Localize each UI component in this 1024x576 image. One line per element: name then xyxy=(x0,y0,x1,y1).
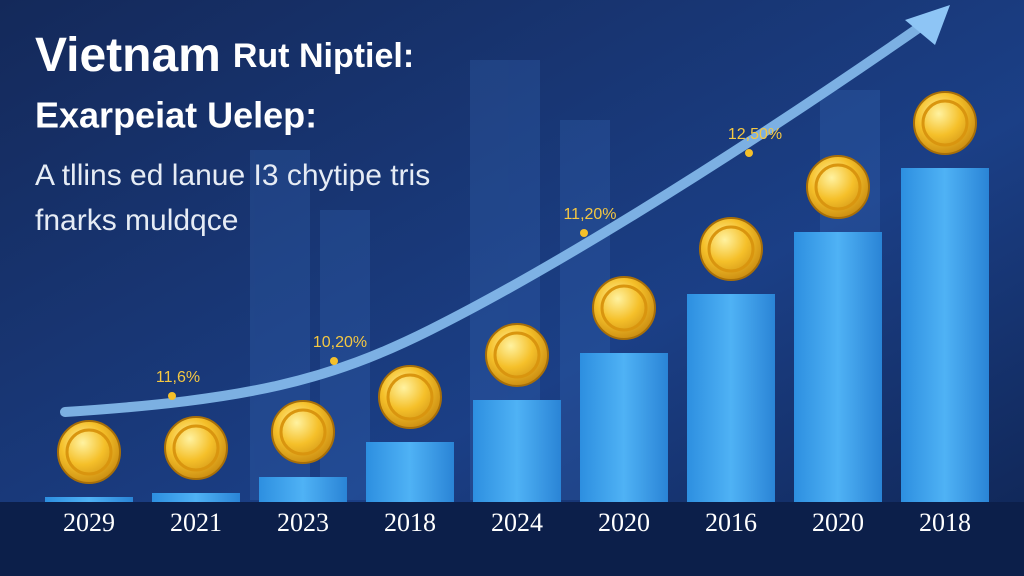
bar xyxy=(152,493,240,502)
coin-inner xyxy=(493,331,541,379)
x-tick-label: 2018 xyxy=(919,508,971,537)
x-tick-label: 2020 xyxy=(812,508,864,537)
x-tick-label: 2029 xyxy=(63,508,115,537)
bar xyxy=(259,477,347,502)
coin-inner xyxy=(279,408,327,456)
x-tick-label: 2016 xyxy=(705,508,757,537)
subtitle: Exarpeiat Uelep: xyxy=(35,95,317,136)
bar xyxy=(794,232,882,502)
description: fnarks muldqce xyxy=(35,204,238,237)
coin-inner xyxy=(172,424,220,472)
chart-title: Vietnam Rut Niptiel: xyxy=(35,29,414,82)
annotation: 12,50% xyxy=(728,126,782,143)
x-tick-label: 2024 xyxy=(491,508,543,537)
annotation-dot xyxy=(168,392,176,400)
coin-inner xyxy=(814,163,862,211)
coin-inner xyxy=(921,99,969,147)
coin-inner xyxy=(386,373,434,421)
coin-inner xyxy=(65,428,113,476)
annotation: 11,6% xyxy=(156,369,200,386)
description: A tllins ed lanue I3 chytipe tris xyxy=(35,159,430,192)
annotation-dot xyxy=(580,229,588,237)
floor xyxy=(0,502,1024,576)
bar xyxy=(366,442,454,502)
x-tick-label: 2018 xyxy=(384,508,436,537)
bar xyxy=(687,294,775,502)
trend-arrow xyxy=(60,15,935,417)
arrow-head xyxy=(905,5,950,45)
coin-inner xyxy=(600,284,648,332)
annotation: 11,20% xyxy=(563,206,616,223)
bar xyxy=(580,353,668,502)
annotation: 10,20% xyxy=(313,334,367,351)
annotation-dot xyxy=(745,149,753,157)
bar xyxy=(901,168,989,502)
coin-inner xyxy=(707,225,755,273)
x-tick-label: 2021 xyxy=(170,508,222,537)
title-rest: Rut Niptiel: xyxy=(233,37,414,75)
x-tick-label: 2020 xyxy=(598,508,650,537)
annotation-dot xyxy=(330,357,338,365)
bar xyxy=(45,497,133,502)
title-lead: Vietnam xyxy=(35,29,221,82)
x-tick-label: 2023 xyxy=(277,508,329,537)
bar xyxy=(473,400,561,502)
